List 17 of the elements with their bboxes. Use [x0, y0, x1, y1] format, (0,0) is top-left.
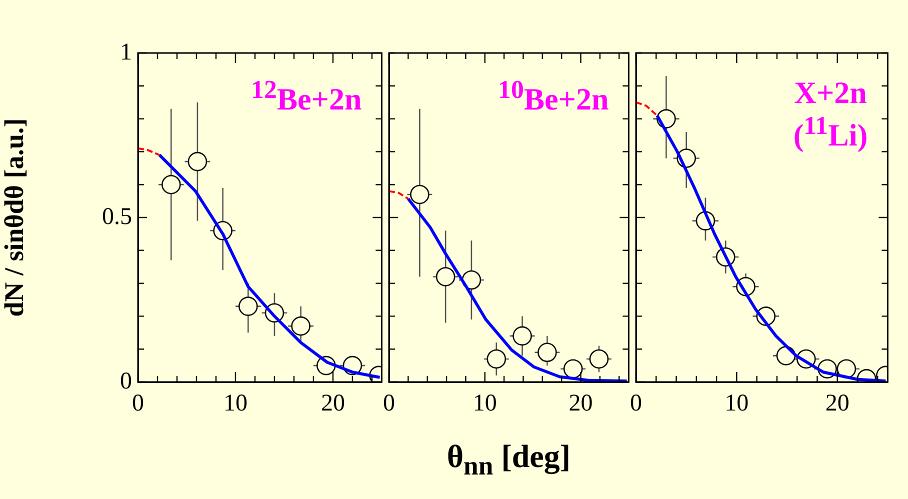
y-axis-title: dN / sinθdθ [a.u.] [0, 118, 30, 317]
annotation: $^{10}$Be+2n [498, 75, 609, 117]
x-axis-title: θ$_{nn}$ [deg] [446, 438, 571, 482]
x-tick-label: 20 [825, 390, 850, 417]
x-tick-label: 10 [223, 390, 248, 417]
annotation: X+2n [793, 75, 868, 111]
annotation: $^{12}$Be+2n [251, 75, 362, 117]
x-tick-label: 10 [724, 390, 749, 417]
x-tick-label: 0 [630, 390, 642, 417]
x-tick-label: 20 [568, 390, 593, 417]
x-tick-label: 20 [320, 390, 345, 417]
y-tick-label: 0.5 [102, 204, 132, 230]
x-tick-label: 10 [472, 390, 497, 417]
y-tick-label: 0 [120, 368, 132, 394]
y-tick-label: 1 [120, 39, 132, 66]
x-tick-label: 0 [383, 390, 395, 417]
annotation: ($^{11}$Li) [793, 110, 868, 153]
